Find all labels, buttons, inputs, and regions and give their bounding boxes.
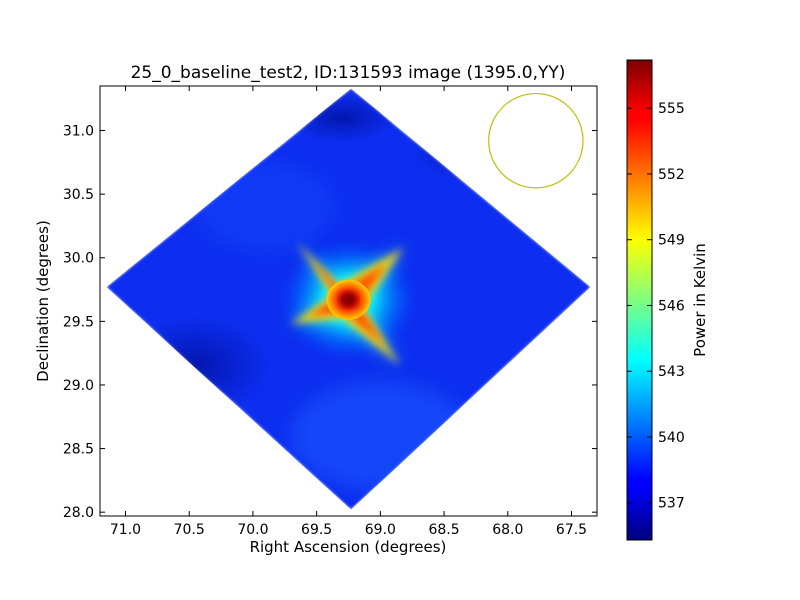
sky-footprint-heatmap bbox=[106, 88, 591, 510]
footprint-fill bbox=[106, 88, 591, 510]
y-tick-label: 31.0 bbox=[63, 124, 94, 140]
colorbar-tick-label: 555 bbox=[658, 101, 685, 117]
dark-region bbox=[120, 315, 271, 416]
y-tick-label: 28.0 bbox=[63, 505, 94, 521]
y-tick-label: 28.5 bbox=[63, 442, 94, 458]
x-tick-label: 71.0 bbox=[110, 522, 141, 538]
heatmap-plot-area bbox=[106, 88, 591, 510]
y-tick-label: 29.5 bbox=[63, 314, 94, 330]
chart-title: 25_0_baseline_test2, ID:131593 image (13… bbox=[131, 63, 566, 83]
y-axis-label: Declination (degrees) bbox=[34, 220, 52, 382]
colorbar-label: Power in Kelvin bbox=[691, 243, 709, 357]
colorbar-tick-label: 537 bbox=[658, 496, 685, 512]
x-axis-ticks: 71.0 70.5 70.0 69.5 69.0 68.5 68.0 67.5 bbox=[110, 86, 587, 538]
x-tick-label: 70.5 bbox=[174, 522, 205, 538]
y-tick-label: 30.5 bbox=[63, 187, 94, 203]
dark-region bbox=[287, 92, 398, 143]
x-tick-label: 67.5 bbox=[556, 522, 587, 538]
x-tick-label: 70.0 bbox=[237, 522, 268, 538]
light-region bbox=[290, 380, 471, 491]
y-tick-label: 29.0 bbox=[63, 378, 94, 394]
x-tick-label: 68.0 bbox=[492, 522, 523, 538]
colorbar-tick-label: 543 bbox=[658, 364, 685, 380]
y-axis-ticks: 28.0 28.5 29.0 29.5 30.0 30.5 31.0 bbox=[63, 124, 597, 521]
colorbar-ticks: 537 540 543 546 549 552 555 bbox=[627, 101, 685, 512]
colorbar-tick-label: 549 bbox=[658, 233, 685, 249]
x-axis-label: Right Ascension (degrees) bbox=[250, 538, 447, 556]
light-region bbox=[195, 161, 336, 252]
x-tick-label: 69.5 bbox=[301, 522, 332, 538]
colorbar-tick-label: 546 bbox=[658, 298, 685, 314]
colorbar-tick-label: 540 bbox=[658, 430, 685, 446]
axes-frame bbox=[99, 85, 598, 517]
y-tick-label: 30.0 bbox=[63, 251, 94, 267]
colorbar bbox=[626, 59, 653, 541]
x-tick-label: 68.5 bbox=[428, 522, 459, 538]
source-peak bbox=[340, 292, 357, 307]
beam-circle bbox=[488, 92, 584, 189]
dark-region bbox=[409, 103, 530, 184]
colorbar-tick-label: 552 bbox=[658, 167, 685, 183]
x-tick-label: 69.0 bbox=[365, 522, 396, 538]
